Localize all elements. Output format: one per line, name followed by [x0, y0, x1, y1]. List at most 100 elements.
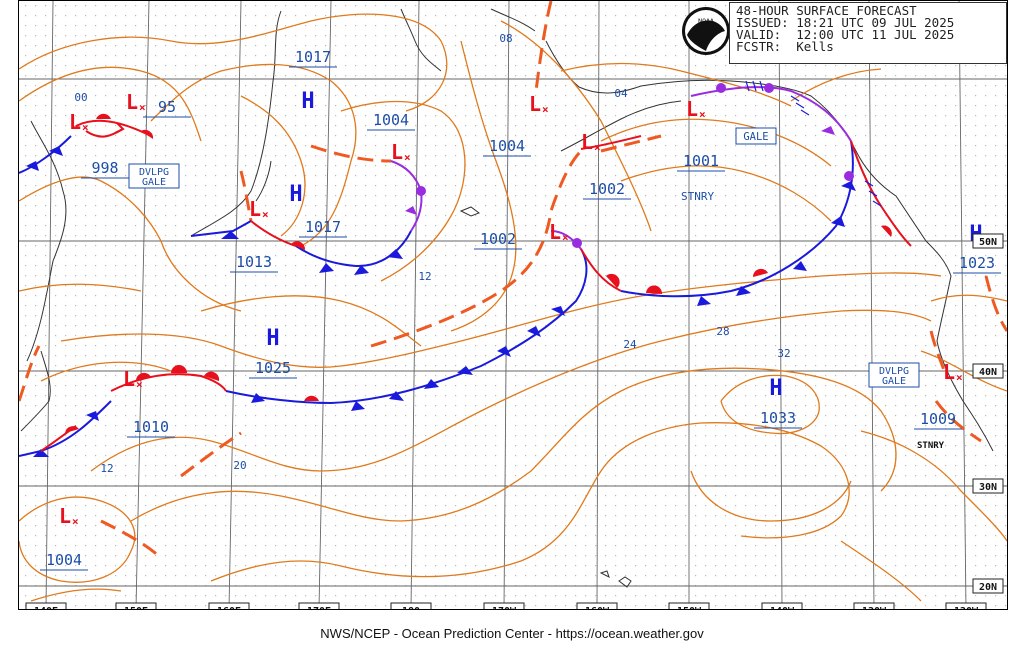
longitude-labels: 140E 150E 160E 170E 180 170W 160W 150W 140W 130W 1… [25, 602, 987, 609]
high-pressure-symbol: H [301, 89, 314, 114]
low-pressure-symbol: L [126, 90, 138, 114]
low-pressure-symbol: L [123, 367, 135, 391]
longitude-label-box [483, 602, 525, 609]
stationary-label: STNRY [917, 441, 945, 451]
warning-text: DVLPG [879, 366, 909, 377]
isobar-value-label: 32 [777, 347, 790, 360]
low-center-x-mark: × [542, 103, 549, 116]
longitude-label: 180 [402, 606, 420, 609]
stationary-label: STNRY [681, 190, 714, 203]
longitude-label-box [115, 602, 157, 609]
forecaster: FCSTR: Kells [736, 39, 834, 54]
isobar-value-label: 12 [418, 270, 431, 283]
latitude-label-box [972, 578, 1004, 594]
isobar-labels: 00 08 04 12 24 28 32 20 12 [74, 32, 790, 475]
warning-text: DVLPG [139, 167, 169, 178]
pressure-labels: 998 95 1017 1017 1013 1004 1004 1002 1002 1001 102… [40, 48, 1001, 571]
central-pressure-value: 998 [91, 159, 118, 177]
latitude-label-box [972, 233, 1004, 249]
low-pressure-symbol: L [943, 360, 955, 384]
central-pressure-value: 1013 [236, 253, 272, 271]
longitude-label: 170W [492, 606, 517, 609]
longitude-label-box [25, 602, 67, 609]
low-center-x-mark: × [136, 378, 143, 391]
latitude-label-box [972, 363, 1004, 379]
central-pressure-value: 1017 [295, 48, 331, 66]
longitude-label: 140W [770, 606, 795, 609]
warning-box-gale: GALE [735, 127, 777, 145]
longitude-label-box [390, 602, 432, 609]
longitude-label: 130W [862, 606, 887, 609]
low-center-x-mark: × [139, 101, 146, 114]
longitude-label-box [668, 602, 710, 609]
low-pressure-symbol: L [59, 504, 71, 528]
longitude-label-box [853, 602, 895, 609]
longitude-label: 160E [217, 606, 241, 609]
low-center-x-mark: × [262, 208, 269, 221]
central-pressure-value: 95 [158, 98, 176, 116]
map-canvas: L×L×L×L×L×L×L×L×L×L×L× HHHHH 99895101710… [18, 0, 1008, 610]
graticule [19, 1, 1007, 609]
central-pressure-value: 1004 [373, 111, 409, 129]
storm-tracks [85, 122, 125, 138]
isobar-value-label: 12 [100, 462, 113, 475]
central-pressure-value: 1033 [760, 409, 796, 427]
longitude-label: 150W [677, 606, 702, 609]
central-pressure-value: 1010 [133, 418, 169, 436]
latitude-label: 30N [979, 482, 997, 493]
low-pressure-symbol: L [549, 220, 561, 244]
high-pressure-symbol: H [266, 326, 279, 351]
warning-text: GALE [882, 376, 906, 387]
low-center-x-mark: × [699, 108, 706, 121]
low-center-x-mark: × [404, 151, 411, 164]
low-pressure-symbol: L [391, 140, 403, 164]
high-pressure-symbol: H [769, 376, 782, 401]
low-center-x-mark: × [72, 515, 79, 528]
latitude-label: 40N [979, 367, 997, 378]
noaa-logo-text: NOAA [698, 17, 714, 25]
central-pressure-value: 1009 [920, 410, 956, 428]
troughs [19, 1, 1007, 558]
longitude-label: 120W [954, 606, 979, 609]
forecast-title: 48-HOUR SURFACE FORECAST [736, 3, 917, 18]
coastal-hatch [745, 80, 882, 207]
longitude-label: 140E [34, 606, 58, 609]
isobars [19, 13, 1007, 602]
latitude-label-box [972, 478, 1004, 494]
latitude-labels: 50N 40N 30N 20N [972, 233, 1004, 594]
high-pressure-symbol: H [289, 182, 302, 207]
warm-front-bumps [65, 113, 892, 433]
central-pressure-value: 1004 [489, 137, 525, 155]
cold-front-pips [26, 146, 856, 457]
longitude-label: 160W [585, 606, 610, 609]
footer-credit: NWS/NCEP - Ocean Prediction Center - htt… [320, 626, 704, 641]
low-center-x-mark: × [562, 231, 569, 244]
latitude-label: 50N [979, 237, 997, 248]
low-center-x-mark: × [594, 141, 601, 154]
noaa-logo: NOAA [682, 7, 730, 55]
issued-time: ISSUED: 18:21 UTC 09 JUL 2025 [736, 15, 955, 30]
central-pressure-value: 1002 [480, 230, 516, 248]
longitude-label: 170E [307, 606, 331, 609]
longitude-label-box [945, 602, 987, 609]
dot-grid [19, 1, 1007, 609]
central-pressure-value: 1023 [959, 254, 995, 272]
longitude-label-box [298, 602, 340, 609]
central-pressure-value: 1025 [255, 359, 291, 377]
low-center-x-mark: × [82, 121, 89, 134]
low-pressure-symbol: L [686, 97, 698, 121]
central-pressure-value: 1002 [589, 180, 625, 198]
low-center-markers: L ×L ×L ×L ×L ×L ×L ×L ×L ×L ×L × [59, 90, 963, 528]
low-center-x-mark: × [956, 371, 963, 384]
central-pressure-value: 1017 [305, 218, 341, 236]
isobar-value-label: 04 [614, 87, 628, 100]
warning-box-dvlpg-gale-west: DVLPG GALE [128, 163, 180, 189]
isobar-value-label: 20 [233, 459, 246, 472]
isobar-value-label: 00 [74, 91, 87, 104]
low-pressure-symbol: L [69, 110, 81, 134]
low-pressure-symbol: L [529, 92, 541, 116]
low-pressure-symbol: L [581, 130, 593, 154]
longitude-label: 150E [124, 606, 148, 609]
forecast-header-box [729, 2, 1007, 64]
valid-time: VALID: 12:00 UTC 11 JUL 2025 [736, 27, 955, 42]
